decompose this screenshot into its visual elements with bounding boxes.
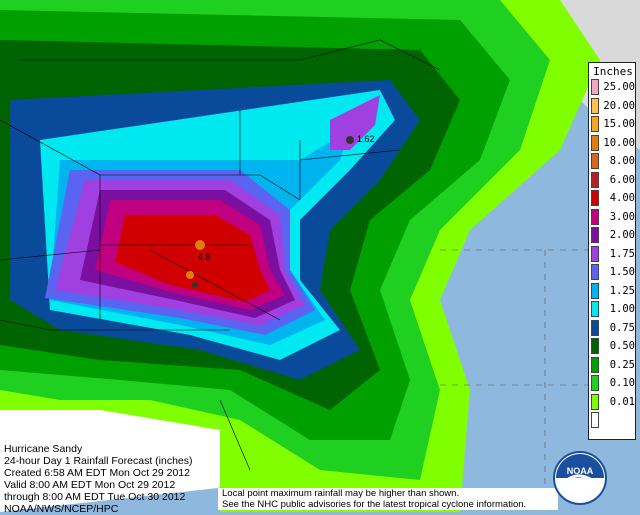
legend-swatch <box>591 116 599 132</box>
legend-label: 1.00 <box>609 303 635 315</box>
legend-label: 1.75 <box>609 247 635 260</box>
peak-label-md: 4.8 <box>198 252 211 262</box>
legend-row: 0.25 <box>591 356 635 375</box>
legend-label: 3.00 <box>609 210 635 223</box>
legend-swatch <box>591 412 599 428</box>
legend-row: 1.75 <box>591 245 635 264</box>
legend-row: 8.00 <box>591 153 635 171</box>
legend-swatch <box>591 393 599 410</box>
legend-row: 20.00 <box>591 97 635 116</box>
legend-label: 0.01 <box>609 395 635 408</box>
legend-label: 10.00 <box>603 136 635 149</box>
legend-swatch <box>591 171 599 188</box>
legend-row: 25.00 <box>591 79 635 97</box>
legend-row: 0.01 <box>591 393 635 412</box>
legend-swatch <box>591 301 599 317</box>
legend-label: 15.00 <box>603 118 635 130</box>
map-info: Hurricane Sandy 24-hour Day 1 Rainfall F… <box>4 443 214 515</box>
legend-row: 1.50 <box>591 264 635 282</box>
contour-4.00 <box>115 215 270 302</box>
legend-row: 0.10 <box>591 375 635 393</box>
legend-swatch <box>591 97 599 114</box>
forecast-title: 24-hour Day 1 Rainfall Forecast (inches) <box>4 455 193 467</box>
legend-swatch <box>591 227 599 243</box>
legend-swatch <box>591 208 599 225</box>
legend-label: 1.25 <box>609 284 635 297</box>
legend-row: 10.00 <box>591 134 635 153</box>
legend-row: 0.50 <box>591 338 635 356</box>
legend-row: 1.00 <box>591 301 635 319</box>
legend-row: 0.75 <box>591 319 635 338</box>
legend-swatch <box>591 190 599 206</box>
storm-name: Hurricane Sandy <box>4 443 83 455</box>
legend-swatch <box>591 245 599 262</box>
legend-label: 0.10 <box>609 377 635 389</box>
disclaimer-line2: See the NHC public advisories for the la… <box>222 499 527 510</box>
legend-label: 25.00 <box>603 81 635 93</box>
legend-row: 15.00 <box>591 116 635 134</box>
legend-row: 4.00 <box>591 190 635 208</box>
peak-label-ne: 1.62 <box>357 134 375 144</box>
legend-label: 0.50 <box>609 340 635 352</box>
legend-swatch <box>591 319 599 336</box>
state-borders <box>0 39 441 471</box>
legend-label: 6.00 <box>609 173 635 186</box>
lat-lon-grid <box>440 249 588 512</box>
peak-marker-ne <box>346 136 354 144</box>
through-time: through 8:00 AM EDT Tue Oct 30 2012 <box>4 491 186 503</box>
noaa-logo: NOAA <box>553 451 607 505</box>
legend-row <box>591 412 635 430</box>
created-time: Created 6:58 AM EDT Mon Oct 29 2012 <box>4 467 190 479</box>
legend-label: 0.25 <box>609 358 635 371</box>
legend-label: 1.50 <box>609 266 635 278</box>
legend-label: 20.00 <box>603 99 635 112</box>
legend-swatch <box>591 356 599 373</box>
legend-title: Inches <box>593 65 633 78</box>
legend-label: 4.00 <box>609 192 635 204</box>
legend-row: 1.25 <box>591 282 635 301</box>
legend-swatch <box>591 264 599 280</box>
legend-label: 0.75 <box>609 321 635 334</box>
peak-marker-md <box>186 240 205 288</box>
legend-label: 2.00 <box>609 229 635 241</box>
legend: Inches 25.00 20.00 15.00 10.00 8.00 6.00 4.00 3… <box>588 62 636 440</box>
source-credit: NOAA/NWS/NCEP/HPC <box>4 503 119 515</box>
legend-row: 3.00 <box>591 208 635 227</box>
disclaimer-box: Local point maximum rainfall may be high… <box>218 488 558 510</box>
disclaimer-line1: Local point maximum rainfall may be high… <box>222 488 460 499</box>
legend-swatch <box>591 338 599 354</box>
legend-swatch <box>591 153 599 169</box>
legend-swatch <box>591 79 599 95</box>
legend-swatch <box>591 282 599 299</box>
noaa-logo-text: NOAA <box>567 466 594 476</box>
legend-label: 8.00 <box>609 155 635 167</box>
legend-swatch <box>591 375 599 391</box>
contour-1.75-ne <box>330 95 380 150</box>
legend-swatch <box>591 134 599 151</box>
valid-time: Valid 8:00 AM EDT Mon Oct 29 2012 <box>4 479 176 491</box>
legend-row: 2.00 <box>591 227 635 245</box>
legend-row: 6.00 <box>591 171 635 190</box>
